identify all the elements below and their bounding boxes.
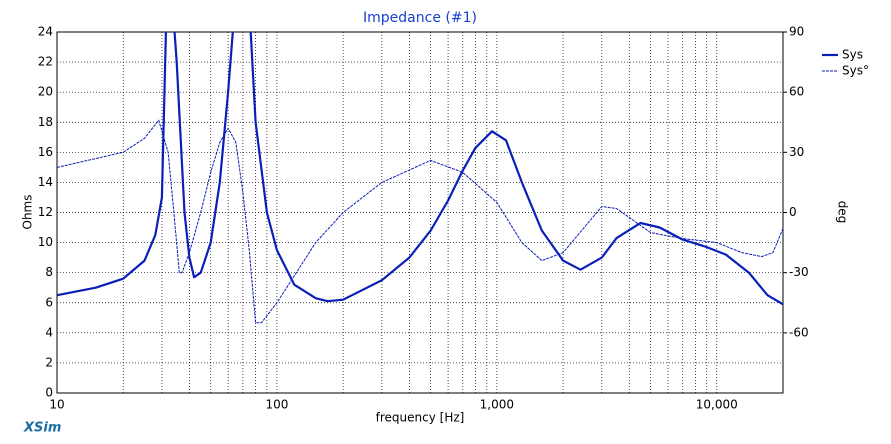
chart-title: Impedance (#1) [363,10,477,26]
y2-tick-label: -60 [789,325,809,339]
y-tick-label: 18 [38,115,53,129]
legend-label: Sys [842,48,863,62]
y-tick-label: 12 [38,205,53,219]
x-tick-label: 100 [265,398,288,412]
y-tick-label: 14 [38,175,53,189]
y2-axis-label: deg [836,201,850,224]
y-tick-label: 22 [38,55,53,69]
plot-frame [56,31,784,394]
x-axis-label: frequency [Hz] [376,411,465,425]
series-line [57,32,783,306]
y2-tick-label: 60 [789,85,804,99]
x-tick-label: 10 [49,398,64,412]
y-tick-label: 8 [45,265,53,279]
y-tick-label: 24 [38,25,53,39]
y-tick-label: 0 [45,386,53,400]
x-tick-label: 1,000 [480,398,514,412]
brand: XSim [23,421,61,436]
y2-tick-label: 0 [789,205,797,219]
y-tick-label: 16 [38,145,53,159]
x-tick-label: 10,000 [696,398,738,412]
y-tick-label: 20 [38,85,53,99]
legend-label: Sys° [842,64,869,78]
plot-lines [57,32,783,324]
y2-tick-label: 90 [789,25,804,39]
y-tick-label: 6 [45,295,53,309]
y-tick-label: 4 [45,325,53,339]
y-axis-label: Ohms [21,195,35,230]
series-line [57,119,783,324]
y2-tick-label: -30 [789,265,809,279]
y-tick-label: 10 [38,235,53,249]
y2-tick-label: 30 [789,145,804,159]
y-tick-label: 2 [45,355,53,369]
